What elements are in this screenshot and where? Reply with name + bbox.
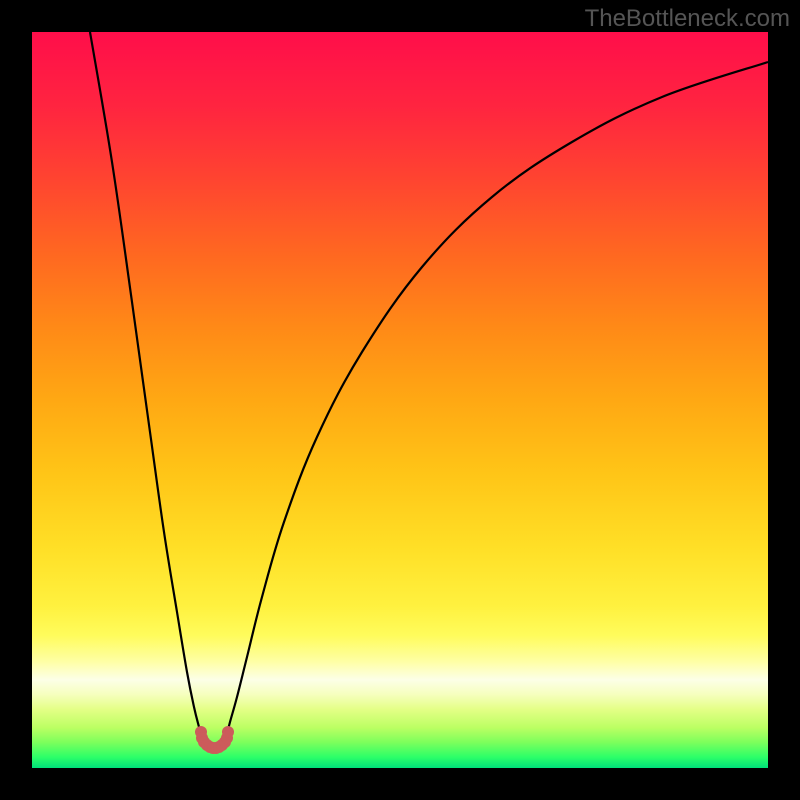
right-curve: [227, 62, 768, 734]
chart-container: TheBottleneck.com: [0, 0, 800, 800]
bottleneck-curve: [32, 32, 768, 768]
plot-area: [32, 32, 768, 768]
left-curve: [90, 32, 201, 734]
watermark-text: TheBottleneck.com: [585, 5, 790, 33]
marker-point: [222, 726, 234, 738]
